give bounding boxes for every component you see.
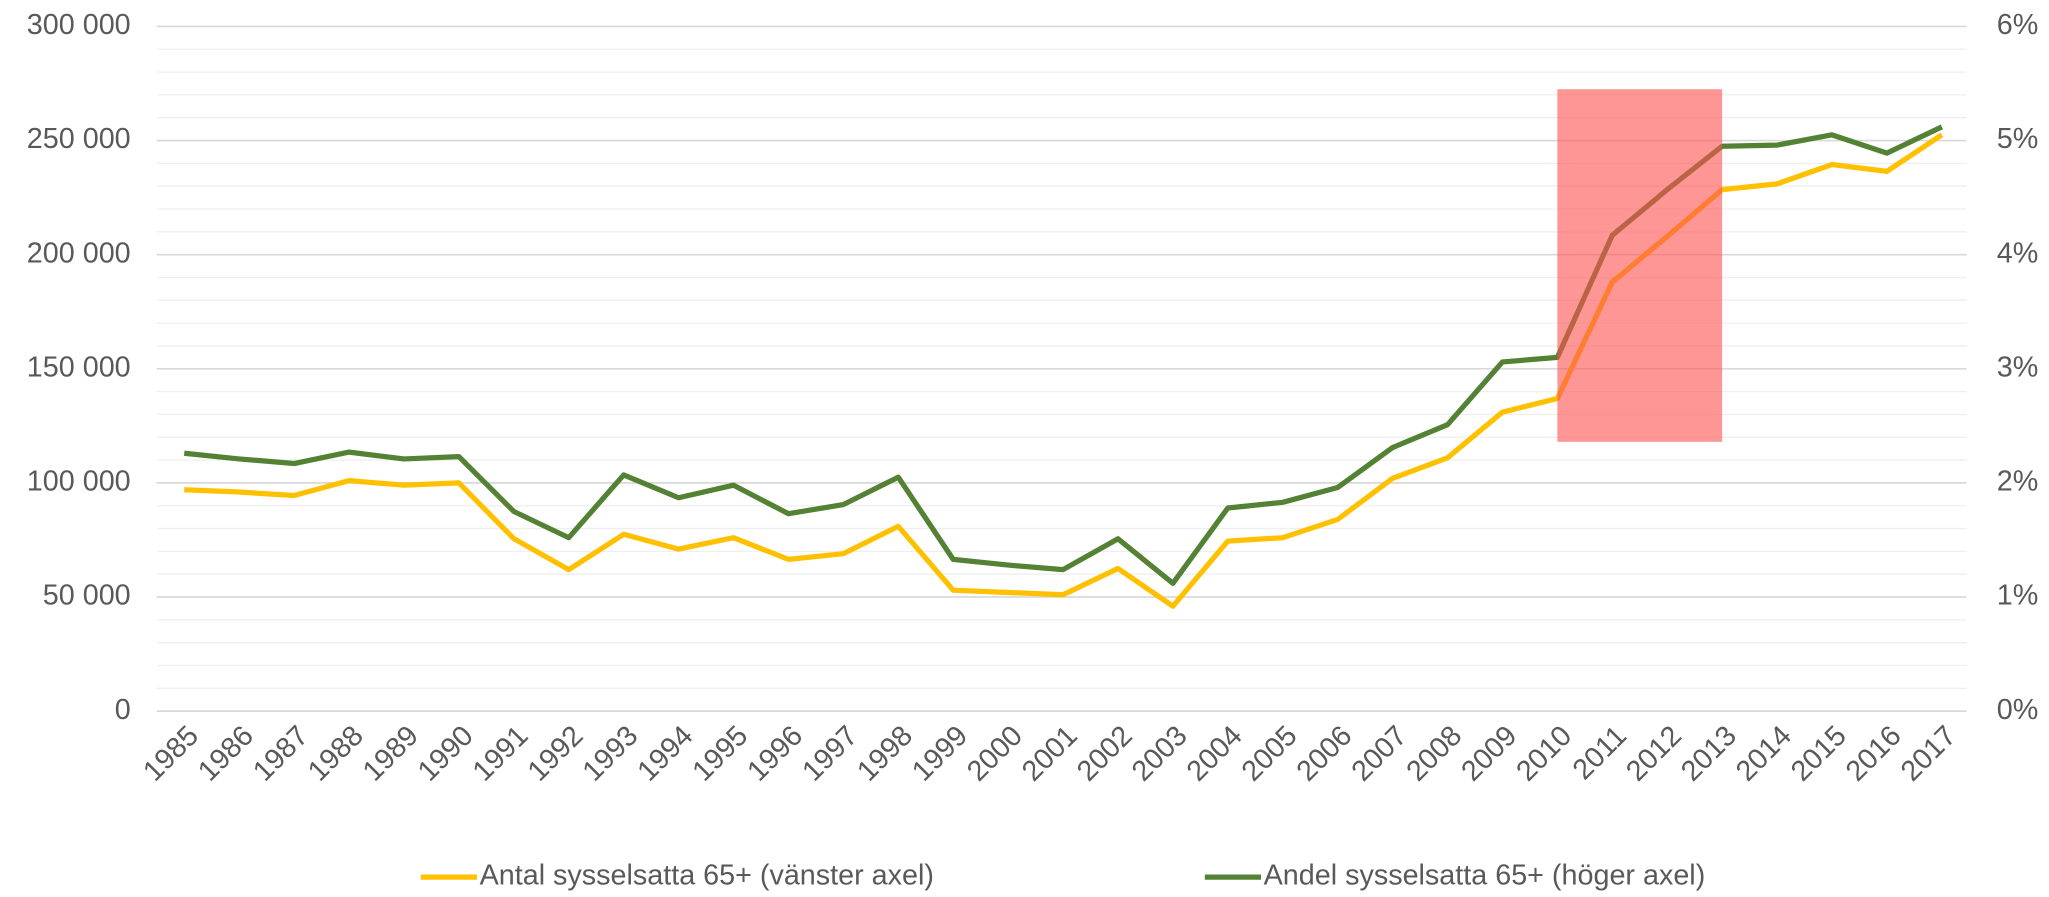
y2-tick-label: 0% (1997, 694, 2039, 726)
y-tick-label: 300 000 (27, 9, 131, 41)
y-tick-label: 0 (115, 694, 131, 726)
y-tick-label: 200 000 (27, 237, 131, 269)
y2-tick-label: 1% (1997, 580, 2039, 612)
x-tick-label: 2006 (1291, 720, 1359, 788)
y-tick-label: 100 000 (27, 466, 131, 498)
y2-tick-label: 6% (1997, 9, 2039, 41)
x-tick-label: 2002 (1071, 720, 1139, 788)
legend-label: Andel sysselsatta 65+ (höger axel) (1264, 860, 1706, 892)
y2-tick-label: 2% (1997, 466, 2039, 498)
x-tick-label: 2000 (961, 720, 1029, 788)
x-tick-label: 2008 (1400, 720, 1468, 788)
x-tick-label: 1992 (522, 720, 590, 788)
y-tick-label: 150 000 (27, 351, 131, 383)
legend-item: Antal sysselsatta 65+ (vänster axel) (420, 860, 934, 892)
x-tick-label: 1986 (192, 720, 260, 788)
legend-item: Andel sysselsatta 65+ (höger axel) (1204, 860, 1706, 892)
x-tick-label: 2005 (1236, 720, 1304, 788)
y2-tick-label: 5% (1997, 123, 2039, 155)
x-tick-label: 1994 (632, 720, 700, 788)
x-tick-label: 2017 (1895, 720, 1963, 788)
x-tick-label: 1999 (906, 720, 974, 788)
x-tick-label: 2007 (1346, 720, 1414, 788)
y2-tick-label: 4% (1997, 237, 2039, 269)
x-tick-label: 1997 (796, 720, 864, 788)
x-tick-label: 1996 (741, 720, 809, 788)
x-tick-label: 2012 (1620, 720, 1688, 788)
highlight-box (1557, 89, 1723, 442)
x-tick-label: 1987 (247, 720, 315, 788)
legend-label: Antal sysselsatta 65+ (vänster axel) (480, 860, 934, 892)
x-tick-label: 1990 (412, 720, 480, 788)
x-tick-label: 2016 (1840, 720, 1908, 788)
x-tick-label: 2011 (1567, 720, 1633, 786)
x-tick-label: 2001 (1016, 720, 1084, 788)
y2-tick-label: 3% (1997, 351, 2039, 383)
x-tick-label: 1991 (467, 720, 535, 788)
x-tick-label: 2015 (1785, 720, 1853, 788)
y-tick-label: 250 000 (27, 123, 131, 155)
x-tick-label: 2003 (1126, 720, 1194, 788)
x-tick-label: 2009 (1455, 720, 1523, 788)
x-tick-label: 1995 (686, 720, 754, 788)
x-tick-label: 1993 (577, 720, 645, 788)
x-tick-label: 2013 (1675, 720, 1743, 788)
x-tick-label: 2014 (1730, 720, 1798, 788)
x-tick-label: 1985 (137, 720, 205, 788)
x-tick-label: 1988 (302, 720, 370, 788)
x-tick-label: 1989 (357, 720, 425, 788)
y-tick-label: 50 000 (43, 580, 131, 612)
x-tick-label: 2010 (1510, 720, 1578, 788)
x-tick-label: 1998 (851, 720, 919, 788)
x-tick-label: 2004 (1181, 720, 1249, 788)
